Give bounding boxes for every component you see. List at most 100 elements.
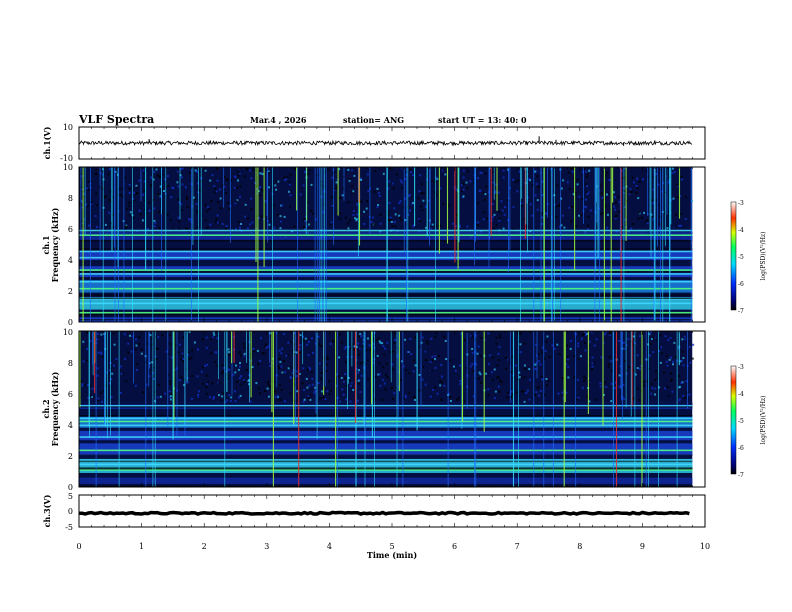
spec-tone-9 xyxy=(79,234,693,236)
spec-speckle xyxy=(461,189,464,192)
spec-speckle xyxy=(146,228,149,231)
spec-speckle xyxy=(122,373,124,376)
xtick-4: 4 xyxy=(327,542,332,551)
spec-speckle xyxy=(638,180,641,183)
spec-speckle xyxy=(153,225,156,228)
spec-speckle xyxy=(566,181,569,184)
spec-speckle xyxy=(614,202,617,204)
ch1-spectrogram-ylabel-2: Frequency (kHz) xyxy=(50,207,60,282)
spec-speckle xyxy=(541,216,544,219)
spec-speckle xyxy=(203,365,206,367)
spec-speckle xyxy=(188,357,191,360)
spec-speckle xyxy=(424,383,427,386)
spec-speckle xyxy=(396,230,399,233)
spec-speckle xyxy=(501,209,504,212)
spec-speckle xyxy=(523,230,526,233)
spec-speckle xyxy=(474,350,477,353)
spec-speckle xyxy=(400,219,403,222)
spec-speckle xyxy=(649,331,652,334)
spec-speckle xyxy=(122,187,125,190)
spec-speckle xyxy=(512,228,515,231)
spec-speckle xyxy=(422,199,425,202)
spec-speckle xyxy=(391,368,394,371)
spec-gap xyxy=(79,271,693,273)
spec-speckle xyxy=(378,373,381,376)
spec-speckle xyxy=(237,179,239,182)
spec-speckle xyxy=(508,197,511,200)
spec-speckle xyxy=(663,371,666,374)
cb2-tick-m7: -7 xyxy=(738,472,744,479)
spec-speckle xyxy=(650,213,653,216)
spec-speckle xyxy=(360,200,363,203)
spec-speckle xyxy=(376,187,379,190)
spec-speckle xyxy=(296,390,299,393)
spec-speckle xyxy=(338,375,340,378)
spec-speckle xyxy=(96,367,99,370)
spec-speckle xyxy=(353,174,356,177)
spec-speckle xyxy=(326,358,329,360)
spec-speckle xyxy=(362,361,365,364)
spec-speckle xyxy=(606,171,609,174)
spec-speckle xyxy=(138,343,141,346)
spec-speckle xyxy=(127,205,130,208)
spec-speckle xyxy=(336,186,339,188)
spec-speckle xyxy=(378,362,381,365)
spec-speckle xyxy=(191,349,194,352)
spec-speckle xyxy=(580,214,582,217)
spec-speckle xyxy=(588,400,591,403)
spec-speckle xyxy=(190,356,193,359)
spec-speckle xyxy=(164,392,167,395)
spec-speckle xyxy=(668,211,671,214)
spec-speckle xyxy=(371,216,374,219)
spec-speckle xyxy=(673,341,676,344)
spec-speckle xyxy=(246,217,249,220)
spec-speckle xyxy=(331,205,334,208)
spec-speckle xyxy=(225,179,228,181)
spec-speckle xyxy=(652,215,655,218)
spec-speckle xyxy=(261,352,264,355)
ch1-spectrogram-yticks: 0 2 4 6 8 10 xyxy=(63,163,73,327)
spec-gap xyxy=(79,467,693,469)
spec-speckle xyxy=(482,218,485,221)
spec-speckle xyxy=(263,346,266,349)
spec-speckle xyxy=(389,378,392,381)
spec-speckle xyxy=(348,179,351,182)
spec-speckle xyxy=(206,363,209,366)
spec-speckle xyxy=(676,196,679,199)
spec-speckle xyxy=(89,340,92,343)
spec-speckle xyxy=(367,190,370,193)
spec-speckle xyxy=(197,182,199,185)
spec-speckle xyxy=(420,183,423,186)
spec-speckle xyxy=(293,352,296,355)
spec-speckle xyxy=(608,333,611,336)
spec-speckle xyxy=(548,355,551,358)
spec-speckle xyxy=(85,359,88,362)
spec-speckle xyxy=(453,365,455,368)
spec-speckle xyxy=(180,203,183,206)
spec-speckle xyxy=(128,187,131,190)
spec-speckle xyxy=(294,332,296,335)
spec-speckle xyxy=(414,336,417,339)
spec-speckle xyxy=(239,195,241,198)
spec-tone-8 xyxy=(79,405,693,407)
spec-speckle xyxy=(498,390,501,393)
spec-speckle xyxy=(374,170,377,172)
spec-speckle xyxy=(236,380,238,383)
spec-speckle xyxy=(595,338,598,341)
spec-speckle xyxy=(632,181,635,184)
spec-speckle xyxy=(171,394,174,396)
spec-speckle xyxy=(108,211,111,214)
spec-speckle xyxy=(487,394,490,397)
spec-speckle xyxy=(425,340,428,343)
spec-speckle xyxy=(420,365,423,368)
spec-speckle xyxy=(273,226,276,229)
spec-speckle xyxy=(141,219,144,222)
spec-speckle xyxy=(495,342,498,345)
spec-speckle xyxy=(538,394,540,397)
spec-speckle xyxy=(292,350,294,353)
spec-speckle xyxy=(392,187,395,190)
spec-speckle xyxy=(449,400,452,402)
spec-speckle xyxy=(256,192,259,195)
spec-speckle xyxy=(277,365,280,368)
spec-speckle xyxy=(253,350,256,352)
